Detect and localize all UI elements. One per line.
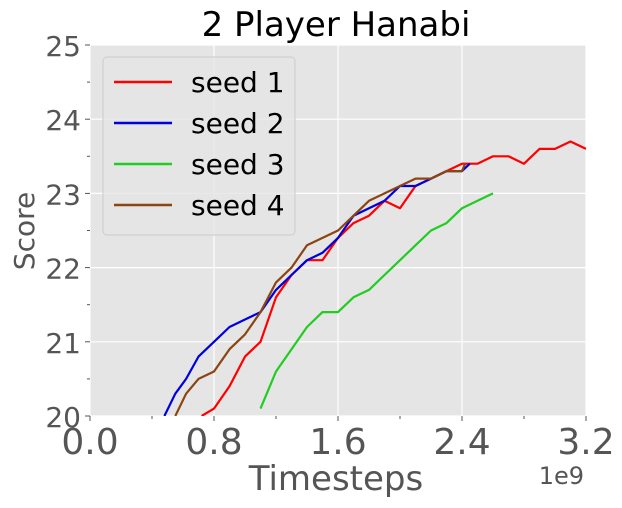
y-axis-label: Score <box>8 192 41 270</box>
y-tick-label: 20 <box>45 401 81 434</box>
y-tick-label: 25 <box>45 30 81 63</box>
x-tick-label: 3.2 <box>557 422 614 463</box>
y-tick-label: 21 <box>45 327 81 360</box>
x-tick-label: 0.8 <box>185 422 242 463</box>
y-tick-label: 22 <box>45 253 81 286</box>
x-axis-ticks: 0.0 0.8 1.6 2.4 3.2 <box>61 416 615 463</box>
series-lines <box>163 140 586 416</box>
chart-title: 2 Player Hanabi <box>202 5 471 45</box>
series-line-2 <box>163 162 471 416</box>
legend-box <box>102 56 296 236</box>
y-axis-ticks: 20 21 22 23 24 25 <box>45 30 90 434</box>
series-line-4 <box>174 163 467 416</box>
series-line-3 <box>259 192 494 410</box>
y-tick-label: 24 <box>45 104 81 137</box>
x-tick-label: 0.0 <box>61 422 118 463</box>
series-line-1 <box>201 140 586 416</box>
x-axis-label: Timesteps <box>248 459 423 499</box>
y-tick-label: 23 <box>45 178 81 211</box>
legend-label-3: seed 3 <box>191 148 285 181</box>
x-tick-label: 1.6 <box>309 422 366 463</box>
x-tick-label: 2.4 <box>433 422 490 463</box>
legend: seed 1 seed 2 seed 3 seed 4 <box>102 56 296 236</box>
legend-label-1: seed 1 <box>191 66 285 99</box>
legend-label-2: seed 2 <box>191 107 285 140</box>
legend-label-4: seed 4 <box>191 189 285 222</box>
x-scale-label: 1e9 <box>539 462 584 490</box>
